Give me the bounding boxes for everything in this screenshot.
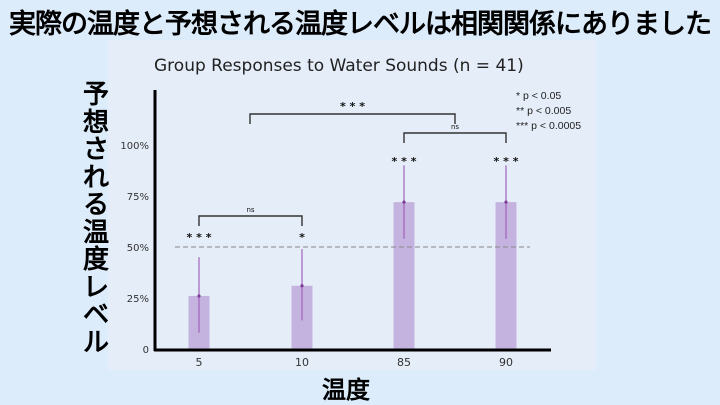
y-axis-label: 予想される温度レベル <box>82 80 109 358</box>
mean-point <box>300 284 304 288</box>
bar <box>495 202 517 349</box>
x-axis-label: 温度 <box>322 376 370 404</box>
legend-item: * p < 0.05 <box>516 90 562 102</box>
legend-item: ** p < 0.005 <box>516 105 572 117</box>
x-tick-label: 5 <box>196 356 203 369</box>
comparison-label: * * * <box>340 100 365 113</box>
significance-stars: * * * <box>187 231 212 244</box>
significance-legend: * p < 0.05 ** p < 0.005 *** p < 0.0005 <box>516 89 581 134</box>
comparison-label: ns <box>451 123 459 131</box>
comparison-bracket <box>198 215 303 226</box>
y-tick-label: 25% <box>127 294 149 305</box>
x-tick-label: 85 <box>397 356 411 369</box>
bar <box>393 202 415 349</box>
comparison-bracket <box>403 132 507 143</box>
comparison-label: ns <box>246 206 254 214</box>
mean-point <box>504 200 508 204</box>
y-tick-label: 75% <box>127 192 149 203</box>
headline: 実際の温度と予想される温度レベルは相関関係にありました <box>9 9 712 40</box>
y-tick-label: 100% <box>120 141 149 152</box>
legend-item: *** p < 0.0005 <box>516 120 582 132</box>
significance-stars: * * * <box>392 155 417 168</box>
mean-point <box>197 294 201 298</box>
x-tick-label: 10 <box>295 356 309 369</box>
y-tick-label: 0 <box>143 345 149 356</box>
significance-stars: * <box>299 231 305 244</box>
mean-point <box>402 200 406 204</box>
significance-stars: * * * <box>494 155 519 168</box>
x-tick-label: 90 <box>499 356 513 369</box>
y-tick-label: 50% <box>127 243 149 254</box>
chart-title: Group Responses to Water Sounds (n = 41) <box>154 56 524 76</box>
comparison-bracket <box>249 113 456 124</box>
